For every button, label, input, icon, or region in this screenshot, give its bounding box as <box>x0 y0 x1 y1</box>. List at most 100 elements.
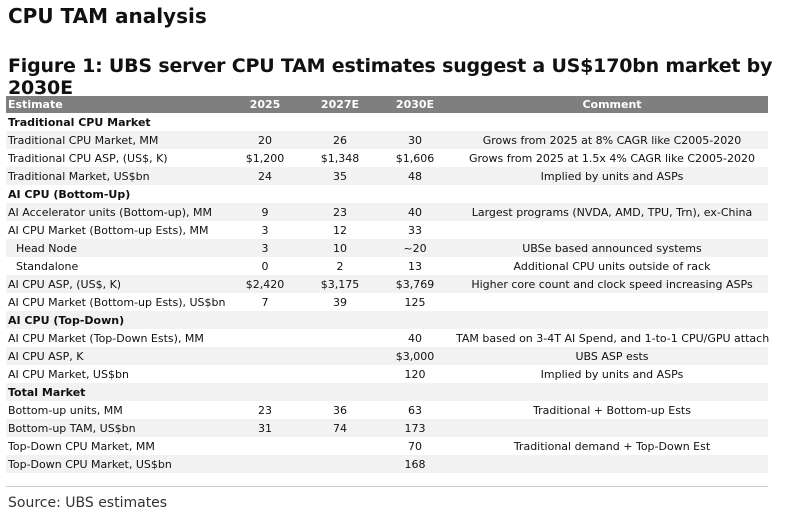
cell-comment <box>454 113 768 131</box>
row-label: Traditional CPU Market, MM <box>6 131 224 149</box>
section-row: AI CPU (Bottom-Up) <box>6 185 768 203</box>
row-label: Total Market <box>6 383 224 401</box>
cell-2025 <box>224 113 304 131</box>
cell-comment: Traditional + Bottom-up Ests <box>533 403 691 417</box>
cell-2025: $1,200 <box>245 151 285 165</box>
cell-2030e: 33 <box>408 223 422 237</box>
cell-2030e: $3,769 <box>374 275 454 293</box>
cell-comment <box>454 311 768 329</box>
cell-2030e: 173 <box>374 419 454 437</box>
cell-2025: 0 <box>261 259 269 273</box>
cell-2030e: 48 <box>374 167 454 185</box>
row-label: AI CPU (Bottom-Up) <box>8 187 131 201</box>
row-label: AI Accelerator units (Bottom-up), MM <box>6 203 224 221</box>
cell-2027e: 23 <box>304 203 374 221</box>
table-row: Traditional CPU ASP, (US$, K) $1,200 $1,34… <box>6 149 768 167</box>
cell-2027e <box>304 455 374 473</box>
cell-2030e <box>374 113 454 131</box>
row-label: Top-Down CPU Market, MM <box>8 439 155 453</box>
cell-2030e: 168 <box>374 455 454 473</box>
cell-comment <box>454 419 768 437</box>
cell-comment <box>454 383 768 401</box>
cell-2025 <box>224 329 304 347</box>
table-row: AI CPU Market (Top-Down Ests), MM 40 TAM b… <box>6 329 770 347</box>
cell-2030e <box>374 383 454 401</box>
row-label: Traditional CPU Market <box>8 115 151 129</box>
row-label: Bottom-up TAM, US$bn <box>6 419 224 437</box>
cell-2027e <box>304 113 374 131</box>
cell-2025: 24 <box>224 167 304 185</box>
cell-2025 <box>224 365 304 383</box>
figure-title: Figure 1: UBS server CPU TAM estimates s… <box>8 55 773 99</box>
cell-2030e: $1,606 <box>395 151 435 165</box>
cell-2027e <box>304 383 374 401</box>
table-row: Bottom-up units, MM 23 36 63 Traditional + B… <box>6 401 768 419</box>
cell-2027e <box>304 347 374 365</box>
cell-2027e: 35 <box>304 167 374 185</box>
table-row: Head Node 3 10 ~20 UBSe based announced syst… <box>6 239 768 257</box>
cell-2030e <box>374 185 454 203</box>
table-row: AI CPU ASP, (US$, K) $2,420 $3,175 $3,769 Hi… <box>6 275 768 293</box>
row-label: Traditional CPU ASP, (US$, K) <box>8 151 168 165</box>
row-label: Traditional Market, US$bn <box>6 167 224 185</box>
cell-2030e: 30 <box>374 131 454 149</box>
cell-2027e: 12 <box>333 223 347 237</box>
header-estimate: Estimate <box>6 96 224 113</box>
cell-comment: Traditional demand + Top-Down Est <box>513 439 711 453</box>
table-row: Top-Down CPU Market, US$bn 168 <box>6 455 768 473</box>
header-2025: 2025 <box>224 96 304 113</box>
header-2030e: 2030E <box>374 96 454 113</box>
cell-2025: 3 <box>224 239 304 257</box>
row-label: Head Node <box>6 239 224 257</box>
cell-2025 <box>224 437 304 455</box>
cell-2025: 20 <box>224 131 304 149</box>
row-label: AI CPU ASP, K <box>6 347 224 365</box>
cell-comment: UBS ASP ests <box>454 347 768 365</box>
cell-2030e: 70 <box>408 439 422 453</box>
cell-2030e: 120 <box>404 367 426 381</box>
cell-2027e <box>304 437 374 455</box>
cell-comment: Largest programs (NVDA, AMD, TPU, Trn), … <box>454 203 768 221</box>
cell-comment: TAM based on 3-4T AI Spend, and 1-to-1 C… <box>456 331 770 345</box>
cell-comment: Grows from 2025 at 8% CAGR like C2005-20… <box>454 131 768 149</box>
cell-2027e: 74 <box>304 419 374 437</box>
table-header-row: Estimate 2025 2027E 2030E Comment <box>6 96 768 113</box>
table-row: AI CPU Market (Bottom-up Ests), MM 3 12 33 <box>6 221 768 239</box>
table-row: AI CPU Market, US$bn 120 Implied by units … <box>6 365 768 383</box>
table-row: Bottom-up TAM, US$bn 31 74 173 <box>6 419 768 437</box>
header-2027e: 2027E <box>304 96 374 113</box>
cell-2027e <box>304 365 374 383</box>
cell-2027e: $1,348 <box>320 151 360 165</box>
table-row: Top-Down CPU Market, MM 70 Traditional dem… <box>6 437 768 455</box>
row-label: Standalone <box>16 259 79 273</box>
cell-2025 <box>224 383 304 401</box>
cell-2025: $2,420 <box>224 275 304 293</box>
section-row: Traditional CPU Market <box>6 113 768 131</box>
cell-comment: Grows from 2025 at 1.5x 4% CAGR like C20… <box>468 151 755 165</box>
cell-comment: Implied by units and ASPs <box>454 167 768 185</box>
cell-2025 <box>224 455 304 473</box>
cell-2030e: 13 <box>408 259 422 273</box>
cell-2027e <box>304 311 374 329</box>
table-row: Traditional CPU Market, MM 20 26 30 Grows fr… <box>6 131 768 149</box>
row-label: AI CPU Market (Bottom-up Ests), MM <box>8 223 209 237</box>
cell-2027e: 10 <box>304 239 374 257</box>
row-label: AI CPU Market (Bottom-up Ests), US$bn <box>8 295 226 309</box>
page-title: CPU TAM analysis <box>8 4 207 28</box>
cell-2025: 31 <box>224 419 304 437</box>
cell-2025 <box>224 347 304 365</box>
section-row: Total Market <box>6 383 768 401</box>
cell-comment <box>454 455 768 473</box>
cell-2025 <box>224 185 304 203</box>
tam-table: Estimate 2025 2027E 2030E Comment Tradit… <box>6 96 770 473</box>
cell-2027e: 2 <box>336 259 344 273</box>
row-label: AI CPU (Top-Down) <box>6 311 224 329</box>
cell-2025: 7 <box>261 295 269 309</box>
cell-2027e <box>304 185 374 203</box>
source-note: Source: UBS estimates <box>8 495 168 511</box>
table-row: Traditional Market, US$bn 24 35 48 Implied b… <box>6 167 768 185</box>
cell-comment <box>454 221 768 239</box>
cell-comment <box>454 293 768 311</box>
cell-2030e: 40 <box>374 203 454 221</box>
cell-2025: 9 <box>224 203 304 221</box>
